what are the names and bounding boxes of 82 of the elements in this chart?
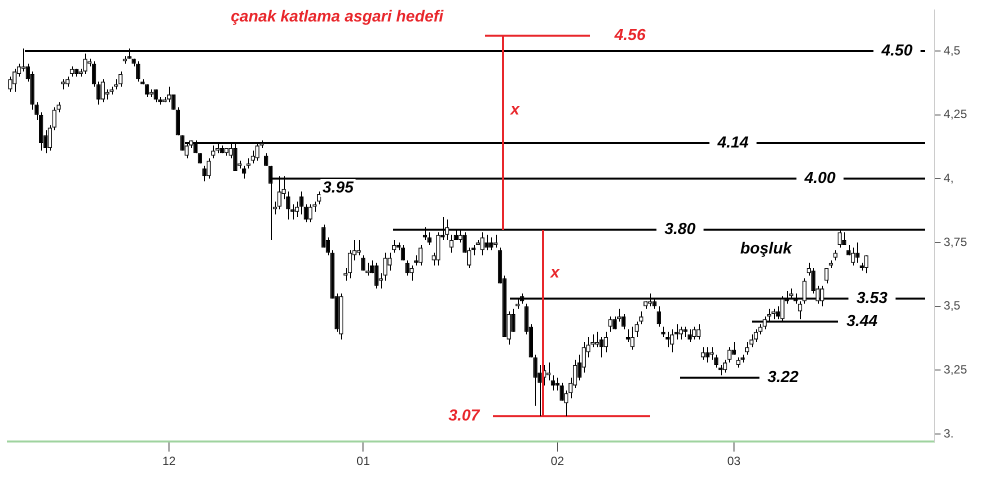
candlestick	[206, 158, 211, 180]
candlestick	[666, 331, 670, 348]
candlestick	[661, 326, 666, 338]
candlestick	[414, 254, 418, 266]
candlestick	[361, 254, 366, 272]
annotation: boşluk	[740, 240, 793, 258]
ref-line-label: 4.50	[880, 42, 913, 60]
candlestick	[533, 354, 538, 406]
ref-line-label: 3.80	[664, 221, 696, 238]
candlestick	[410, 264, 414, 282]
candlestick	[61, 78, 66, 90]
candlestick	[732, 342, 736, 356]
candlestick	[356, 239, 361, 256]
candlestick	[56, 102, 61, 113]
annotation: x	[550, 264, 561, 282]
ref-line-label: 4.14	[716, 134, 749, 152]
ref-line-label: 4.56	[613, 27, 646, 44]
x-tick-label: 02	[550, 454, 564, 468]
candlestick	[462, 232, 467, 254]
candlestick	[436, 232, 440, 266]
y-tick-label: 3,5	[944, 298, 961, 313]
x-tick-label: 01	[356, 454, 370, 468]
candlestick	[264, 152, 268, 166]
ref-line-label: 4.00	[803, 170, 836, 188]
candlestick	[582, 342, 586, 374]
candlestick	[400, 244, 406, 261]
candlestick	[842, 232, 846, 246]
y-tick-label: 4,25	[944, 107, 968, 122]
ref-line-label: 3.22	[767, 369, 799, 386]
x-tick-label: 03	[727, 454, 741, 468]
y-tick-label: 4,5	[944, 43, 961, 58]
candlestick	[727, 346, 732, 363]
candlestick	[136, 60, 140, 82]
candlestick	[656, 306, 661, 328]
candlestick	[388, 252, 392, 272]
candlestick	[744, 342, 750, 356]
candlestick	[374, 262, 379, 289]
candlestick	[560, 382, 564, 402]
candlestick	[202, 165, 206, 182]
candlestick	[683, 326, 688, 338]
candlestick	[612, 316, 617, 330]
candlestick	[308, 204, 312, 223]
candlestick	[312, 201, 317, 212]
candlestick	[855, 242, 860, 264]
y-tick-label: 3,75	[944, 234, 968, 249]
y-tick-label: 4,	[944, 170, 954, 185]
candlestick	[736, 356, 740, 368]
candlestick	[833, 250, 838, 261]
candlestick	[321, 224, 326, 248]
candlestick	[824, 268, 829, 284]
candlestick	[511, 308, 516, 332]
candlestick	[480, 232, 484, 256]
candlestick	[617, 308, 622, 322]
x-tick-label: 12	[162, 454, 176, 468]
candlestick	[590, 334, 595, 348]
candlestick	[850, 247, 856, 266]
candlestick	[608, 316, 612, 332]
candlestick	[692, 326, 696, 340]
ref-line-label: 3.07	[448, 407, 481, 424]
candlestick	[639, 310, 644, 325]
candlestick	[299, 190, 304, 215]
candlestick	[405, 260, 410, 276]
candlestick	[484, 234, 489, 251]
ref-line-label: 3.53	[856, 290, 888, 308]
candlestick	[489, 236, 494, 251]
candlestick	[304, 204, 308, 223]
candlestick	[144, 84, 150, 98]
candlestick	[176, 106, 180, 136]
candlestick	[634, 321, 639, 338]
candlestick	[864, 254, 868, 274]
ref-line-label: 3.44	[846, 313, 878, 330]
candlestick	[718, 364, 723, 376]
candlestick	[348, 250, 352, 279]
y-tick-label: 3,25	[944, 362, 968, 376]
candlestick	[418, 244, 423, 266]
annotation: 3.95	[322, 179, 355, 196]
candlestick	[154, 88, 158, 103]
annotation: x	[510, 101, 521, 118]
annotation: çanak katlama asgari hedefi	[230, 8, 444, 26]
candlestick	[688, 328, 692, 343]
y-tick-label: 3.	[944, 426, 954, 440]
candlestick	[100, 78, 105, 103]
